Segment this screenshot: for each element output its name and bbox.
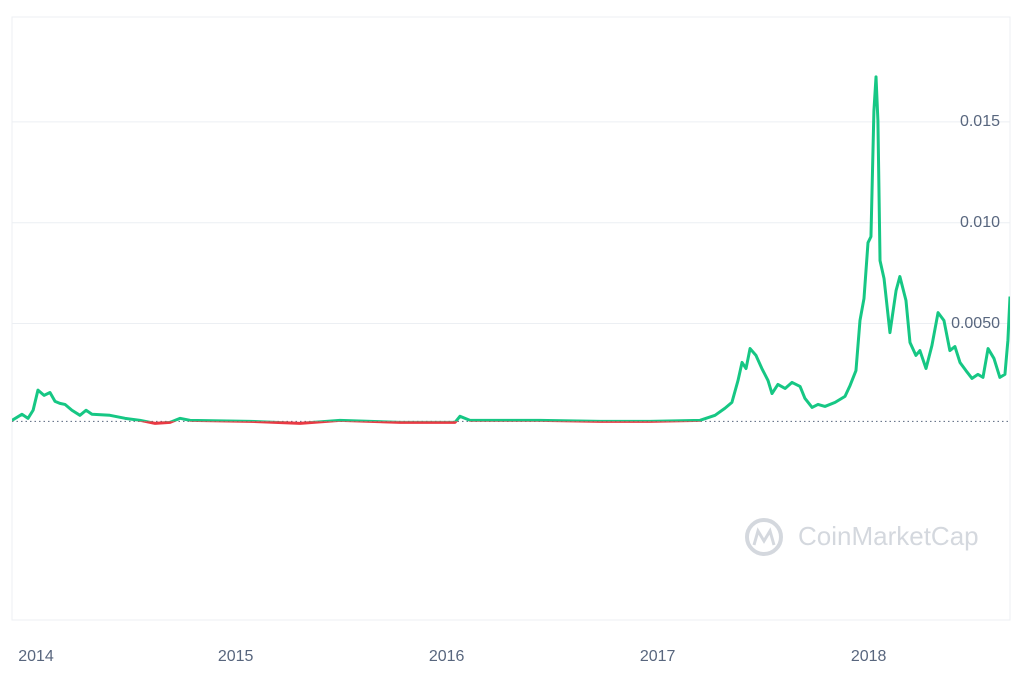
x-tick-label: 2018 <box>851 648 887 665</box>
x-tick-label: 2015 <box>218 648 254 665</box>
watermark-logo <box>745 518 783 556</box>
x-tick-label: 2016 <box>429 648 465 665</box>
y-tick-label: 0.015 <box>960 113 1000 130</box>
y-tick-label: 0.0050 <box>951 315 1000 332</box>
watermark: CoinMarketCap <box>798 521 979 551</box>
price-line-up <box>12 75 1010 422</box>
y-tick-label: 0.010 <box>960 214 1000 231</box>
x-tick-label: 2017 <box>640 648 676 665</box>
price-line-down <box>12 421 702 425</box>
x-tick-label: 2014 <box>18 648 54 665</box>
